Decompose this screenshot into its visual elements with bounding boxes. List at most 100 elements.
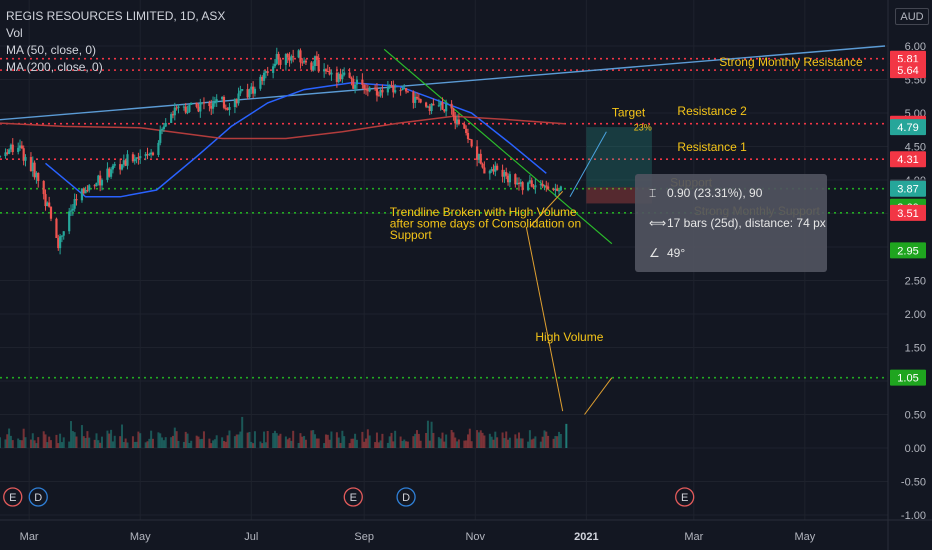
volume-bar bbox=[75, 436, 78, 448]
indicator-vol[interactable]: Vol bbox=[6, 26, 23, 40]
candle-body bbox=[290, 56, 293, 61]
volume-bar bbox=[425, 432, 428, 448]
volume-bar bbox=[106, 430, 109, 448]
candle-body bbox=[239, 90, 242, 94]
volume-bar bbox=[379, 440, 382, 448]
volume-arrow-2 bbox=[584, 377, 613, 415]
volume-bar bbox=[366, 429, 369, 448]
candle-body bbox=[37, 172, 40, 181]
measure-angle-row: ∠ 49° bbox=[649, 244, 685, 262]
candle-body bbox=[122, 160, 125, 165]
indicator-ma200[interactable]: MA (200, close, 0) bbox=[6, 60, 103, 74]
volume-bar bbox=[144, 442, 147, 448]
volume-bar bbox=[468, 428, 471, 448]
candle-body bbox=[292, 56, 295, 58]
candle-body bbox=[530, 180, 533, 187]
volume-bar bbox=[277, 435, 280, 448]
candle-body bbox=[97, 175, 100, 183]
candle-body bbox=[44, 194, 47, 207]
candle-body bbox=[545, 185, 548, 187]
volume-bar bbox=[210, 443, 213, 448]
measure-tooltip: ⌶ 0.90 (23.31%), 90 ⟺17 bars (25d), dista… bbox=[635, 174, 827, 272]
candle-body bbox=[348, 72, 351, 78]
candle-body bbox=[374, 87, 377, 89]
price-label: 3.87 bbox=[897, 184, 918, 196]
price-axis[interactable]: 6.005.505.004.504.003.503.002.502.001.50… bbox=[888, 0, 932, 522]
volume-bar bbox=[121, 424, 124, 448]
candlesticks[interactable] bbox=[0, 47, 562, 255]
candle-body bbox=[350, 77, 353, 79]
candle-body bbox=[0, 156, 2, 158]
price-label-bg bbox=[890, 204, 926, 221]
volume-bar bbox=[348, 443, 351, 448]
volume-bar bbox=[324, 434, 327, 448]
volume-bar bbox=[266, 430, 269, 448]
volume-bar bbox=[252, 443, 255, 448]
ma50-line bbox=[45, 82, 547, 198]
volume-bar bbox=[24, 437, 27, 448]
candle-body bbox=[275, 53, 278, 64]
candle-body bbox=[175, 107, 178, 109]
candle-body bbox=[150, 152, 153, 155]
annotation-text: after some days of Consolidation on bbox=[390, 217, 581, 231]
dividend-marker bbox=[28, 487, 48, 507]
volume-bar bbox=[388, 436, 391, 448]
candle-body bbox=[124, 160, 127, 166]
price-range-icon: ⌶ bbox=[649, 186, 657, 200]
volume-bar bbox=[301, 436, 304, 448]
candle-body bbox=[301, 62, 304, 64]
indicator-ma50[interactable]: MA (50, close, 0) bbox=[6, 43, 97, 57]
time-tick: 2021 bbox=[574, 531, 598, 543]
volume-bar bbox=[501, 432, 504, 448]
candle-body bbox=[457, 119, 460, 125]
candle-body bbox=[492, 169, 495, 172]
volume-bar bbox=[375, 432, 378, 448]
volume-bar bbox=[248, 431, 251, 448]
candle-body bbox=[368, 87, 371, 92]
volume-bar bbox=[97, 440, 100, 448]
volume-bar bbox=[381, 433, 384, 448]
candle-body bbox=[252, 86, 255, 94]
volume-bar bbox=[239, 431, 242, 448]
candle-body bbox=[516, 182, 519, 185]
volume-bar bbox=[297, 442, 300, 448]
candle-body bbox=[221, 96, 224, 100]
candle-body bbox=[133, 159, 136, 162]
volume-bar bbox=[68, 441, 71, 448]
candle-body bbox=[157, 142, 160, 155]
candle-body bbox=[108, 168, 111, 177]
time-tick: May bbox=[130, 531, 151, 543]
price-label: 4.31 bbox=[897, 154, 918, 166]
candle-body bbox=[210, 106, 213, 109]
candle-body bbox=[68, 211, 71, 232]
candle-body bbox=[479, 153, 482, 164]
candle-body bbox=[386, 87, 389, 93]
volume-bar bbox=[99, 442, 102, 448]
volume-bar bbox=[70, 421, 73, 448]
candle-body bbox=[481, 163, 484, 168]
price-tick: 0.50 bbox=[905, 410, 926, 422]
volume-arrow-1 bbox=[525, 226, 564, 412]
candle-body bbox=[151, 152, 155, 155]
symbol-title[interactable]: REGIS RESOURCES LIMITED, 1D, ASX bbox=[6, 9, 226, 23]
trendlines[interactable] bbox=[0, 45, 886, 245]
volume-bar bbox=[519, 438, 522, 448]
currency-button[interactable]: AUD bbox=[895, 8, 929, 25]
candle-body bbox=[4, 152, 7, 157]
candle-body bbox=[326, 70, 329, 72]
volume-bar bbox=[417, 433, 420, 448]
candle-body bbox=[84, 190, 87, 194]
candle-body bbox=[55, 218, 58, 239]
candle-body bbox=[99, 175, 102, 186]
candle-body bbox=[137, 157, 140, 159]
candle-body bbox=[543, 185, 546, 187]
volume-bar bbox=[42, 431, 45, 448]
price-axis-bg bbox=[888, 0, 932, 520]
annotation-text: Resistance 2 bbox=[677, 104, 747, 118]
volume-bar bbox=[432, 432, 435, 448]
volume-bar bbox=[215, 435, 218, 448]
candle-body bbox=[213, 102, 216, 104]
